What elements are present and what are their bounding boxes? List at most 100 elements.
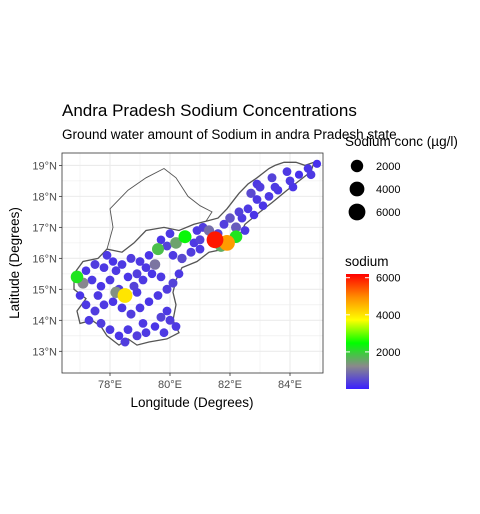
chart-title: Andra Pradesh Sodium Concentrations [62, 101, 357, 120]
data-point [231, 222, 241, 233]
data-point [70, 270, 84, 284]
data-point [111, 266, 121, 276]
data-point [195, 235, 205, 245]
data-point [96, 318, 106, 328]
size-legend-key [350, 159, 364, 173]
data-point [117, 260, 127, 269]
data-point [87, 275, 97, 285]
data-point [90, 306, 100, 316]
data-point [144, 251, 154, 260]
data-point [147, 269, 157, 279]
data-point [234, 207, 244, 217]
data-point [90, 260, 100, 269]
data-points [70, 159, 322, 347]
data-point [249, 210, 259, 220]
plot-border [61, 152, 324, 374]
data-point [149, 259, 161, 270]
y-tick-label: 17°N [32, 222, 57, 234]
data-point [84, 315, 94, 325]
data-point [170, 237, 182, 249]
y-tick-label: 19°N [32, 160, 57, 172]
data-point [102, 250, 112, 260]
data-point [156, 312, 166, 322]
data-point [141, 328, 151, 338]
size-legend-label: 4000 [376, 184, 400, 196]
color-legend-label: 4000 [376, 310, 400, 322]
data-point [159, 328, 169, 338]
data-point [206, 231, 224, 249]
data-point [123, 325, 133, 334]
data-point [135, 303, 145, 313]
data-point [117, 303, 127, 313]
data-point [267, 173, 277, 183]
y-tick-label: 16°N [32, 253, 57, 265]
data-point [81, 266, 91, 276]
data-point [219, 219, 229, 229]
data-point [75, 291, 85, 300]
data-point [270, 182, 280, 192]
data-point [177, 253, 187, 264]
y-tick-label: 13°N [32, 346, 57, 358]
data-point [144, 297, 154, 307]
data-point [178, 230, 192, 244]
data-point [252, 195, 262, 204]
data-point [186, 247, 196, 257]
data-point [195, 244, 205, 254]
data-point [156, 272, 166, 282]
data-point [105, 275, 115, 285]
data-point [96, 281, 106, 291]
size-legend-label: 6000 [376, 207, 400, 219]
data-point [152, 243, 164, 256]
data-point [129, 281, 139, 291]
data-point [225, 213, 235, 223]
data-point [306, 170, 316, 180]
size-legend-title: Sodium conc (µg/l) [345, 134, 458, 149]
chart-subtitle: Ground water amount of Sodium in andra P… [62, 127, 397, 142]
y-axis-label: Latitude (Degrees) [7, 207, 22, 319]
y-tick-label: 15°N [32, 284, 57, 296]
inner-boundary [106, 167, 213, 250]
size-legend-key [348, 203, 366, 221]
axes: 78°E 80°E 82°E 84°E 13°N 14°N 15°N 16°N 17°N 18°N… [32, 160, 302, 391]
data-point [294, 170, 304, 179]
data-point [117, 288, 133, 303]
data-point [132, 269, 142, 279]
color-legend-label: 6000 [376, 273, 400, 285]
data-point [312, 159, 322, 168]
data-point [171, 322, 181, 331]
data-point [108, 257, 118, 266]
data-point [126, 253, 136, 263]
data-point [93, 291, 103, 300]
data-point [132, 331, 142, 341]
x-tick-label: 80°E [158, 379, 182, 391]
data-point [135, 257, 145, 266]
y-tick-label: 14°N [32, 315, 57, 327]
data-point [282, 167, 292, 177]
color-legend: 2000 4000 6000 [346, 273, 400, 359]
data-point [126, 309, 136, 319]
data-point [264, 192, 274, 201]
color-legend-title: sodium [345, 254, 389, 269]
data-point [141, 263, 151, 272]
data-point [246, 188, 256, 198]
data-point [99, 300, 109, 310]
size-legend-key [349, 181, 365, 197]
data-point [165, 315, 175, 325]
data-point [162, 306, 172, 316]
data-point [168, 250, 178, 260]
data-point [138, 275, 148, 285]
data-point [258, 201, 268, 210]
data-point [156, 235, 166, 245]
x-tick-label: 84°E [278, 379, 302, 391]
data-point [168, 278, 178, 288]
data-point [120, 337, 130, 347]
data-point [243, 204, 253, 214]
data-point [255, 182, 265, 192]
data-point [153, 291, 163, 300]
data-point [138, 319, 148, 328]
x-tick-label: 82°E [218, 379, 242, 391]
data-point [108, 297, 118, 307]
data-point [285, 176, 295, 186]
data-point [174, 269, 184, 279]
